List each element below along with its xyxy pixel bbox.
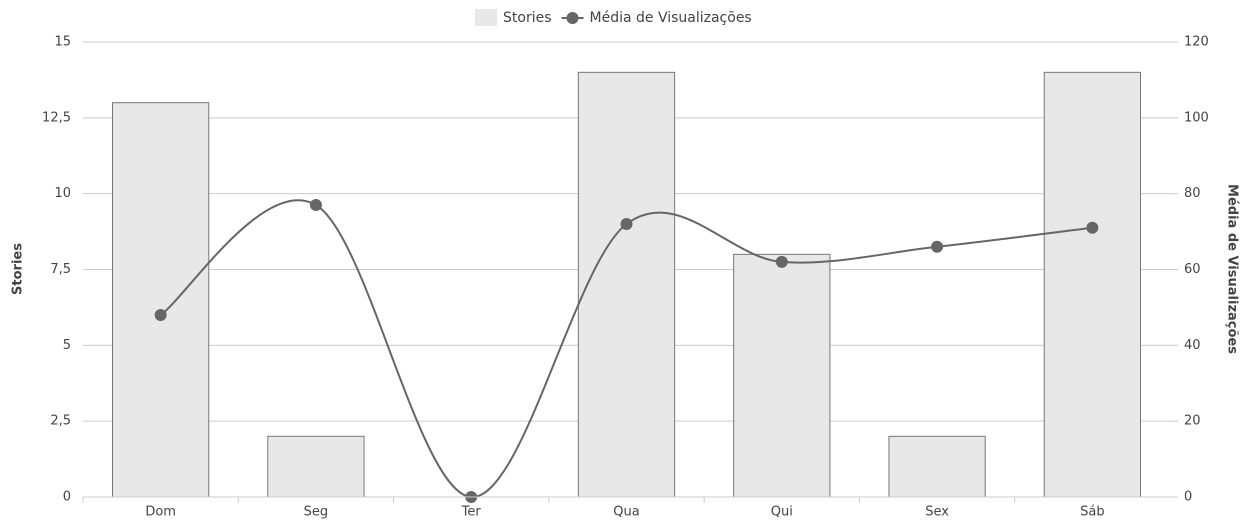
x-tick-label: Seg (304, 505, 329, 520)
x-tick-label: Sex (925, 505, 949, 520)
y2-axis-title: Média de Visualizações (1225, 184, 1240, 354)
legend-label: Média de Visualizações (590, 10, 752, 26)
bar (1043, 71, 1141, 498)
x-tick-label: Qua (613, 505, 639, 520)
y2-tick-label: 100 (1184, 110, 1209, 125)
line-marker (620, 218, 633, 230)
bar (733, 253, 831, 498)
x-tick-label: Dom (145, 505, 176, 520)
y-axis-title: Stories (11, 243, 26, 295)
bar (888, 435, 986, 498)
line-marker (154, 309, 167, 321)
y-tick-label: 5 (63, 338, 71, 353)
line-marker (309, 199, 322, 212)
bar (112, 102, 210, 498)
y-tick-label: 2,5 (50, 414, 71, 429)
legend-swatch-marker (566, 12, 579, 24)
bar (577, 71, 676, 498)
y2-tick-label: 60 (1184, 262, 1201, 277)
y2-tick-label: 20 (1184, 414, 1201, 429)
x-tick-label: Qui (771, 505, 793, 520)
y-tick-label: 7,5 (50, 262, 71, 277)
y-tick-label: 0 (63, 490, 71, 505)
y2-tick-label: 0 (1184, 490, 1192, 505)
y-tick-label: 15 (54, 35, 71, 50)
legend-label: Stories (503, 10, 552, 26)
x-tick-label: Sáb (1080, 505, 1104, 520)
y2-tick-label: 40 (1184, 338, 1201, 353)
legend-swatch (475, 9, 497, 26)
y-tick-label: 12,5 (42, 110, 71, 125)
x-tick-label: Ter (461, 505, 482, 520)
y2-tick-label: 80 (1184, 186, 1201, 201)
bar (267, 435, 365, 498)
y2-tick-label: 120 (1184, 35, 1209, 50)
line-marker (1086, 221, 1099, 234)
y-tick-label: 10 (54, 186, 71, 201)
line-marker (931, 240, 944, 253)
line-marker (775, 255, 788, 268)
